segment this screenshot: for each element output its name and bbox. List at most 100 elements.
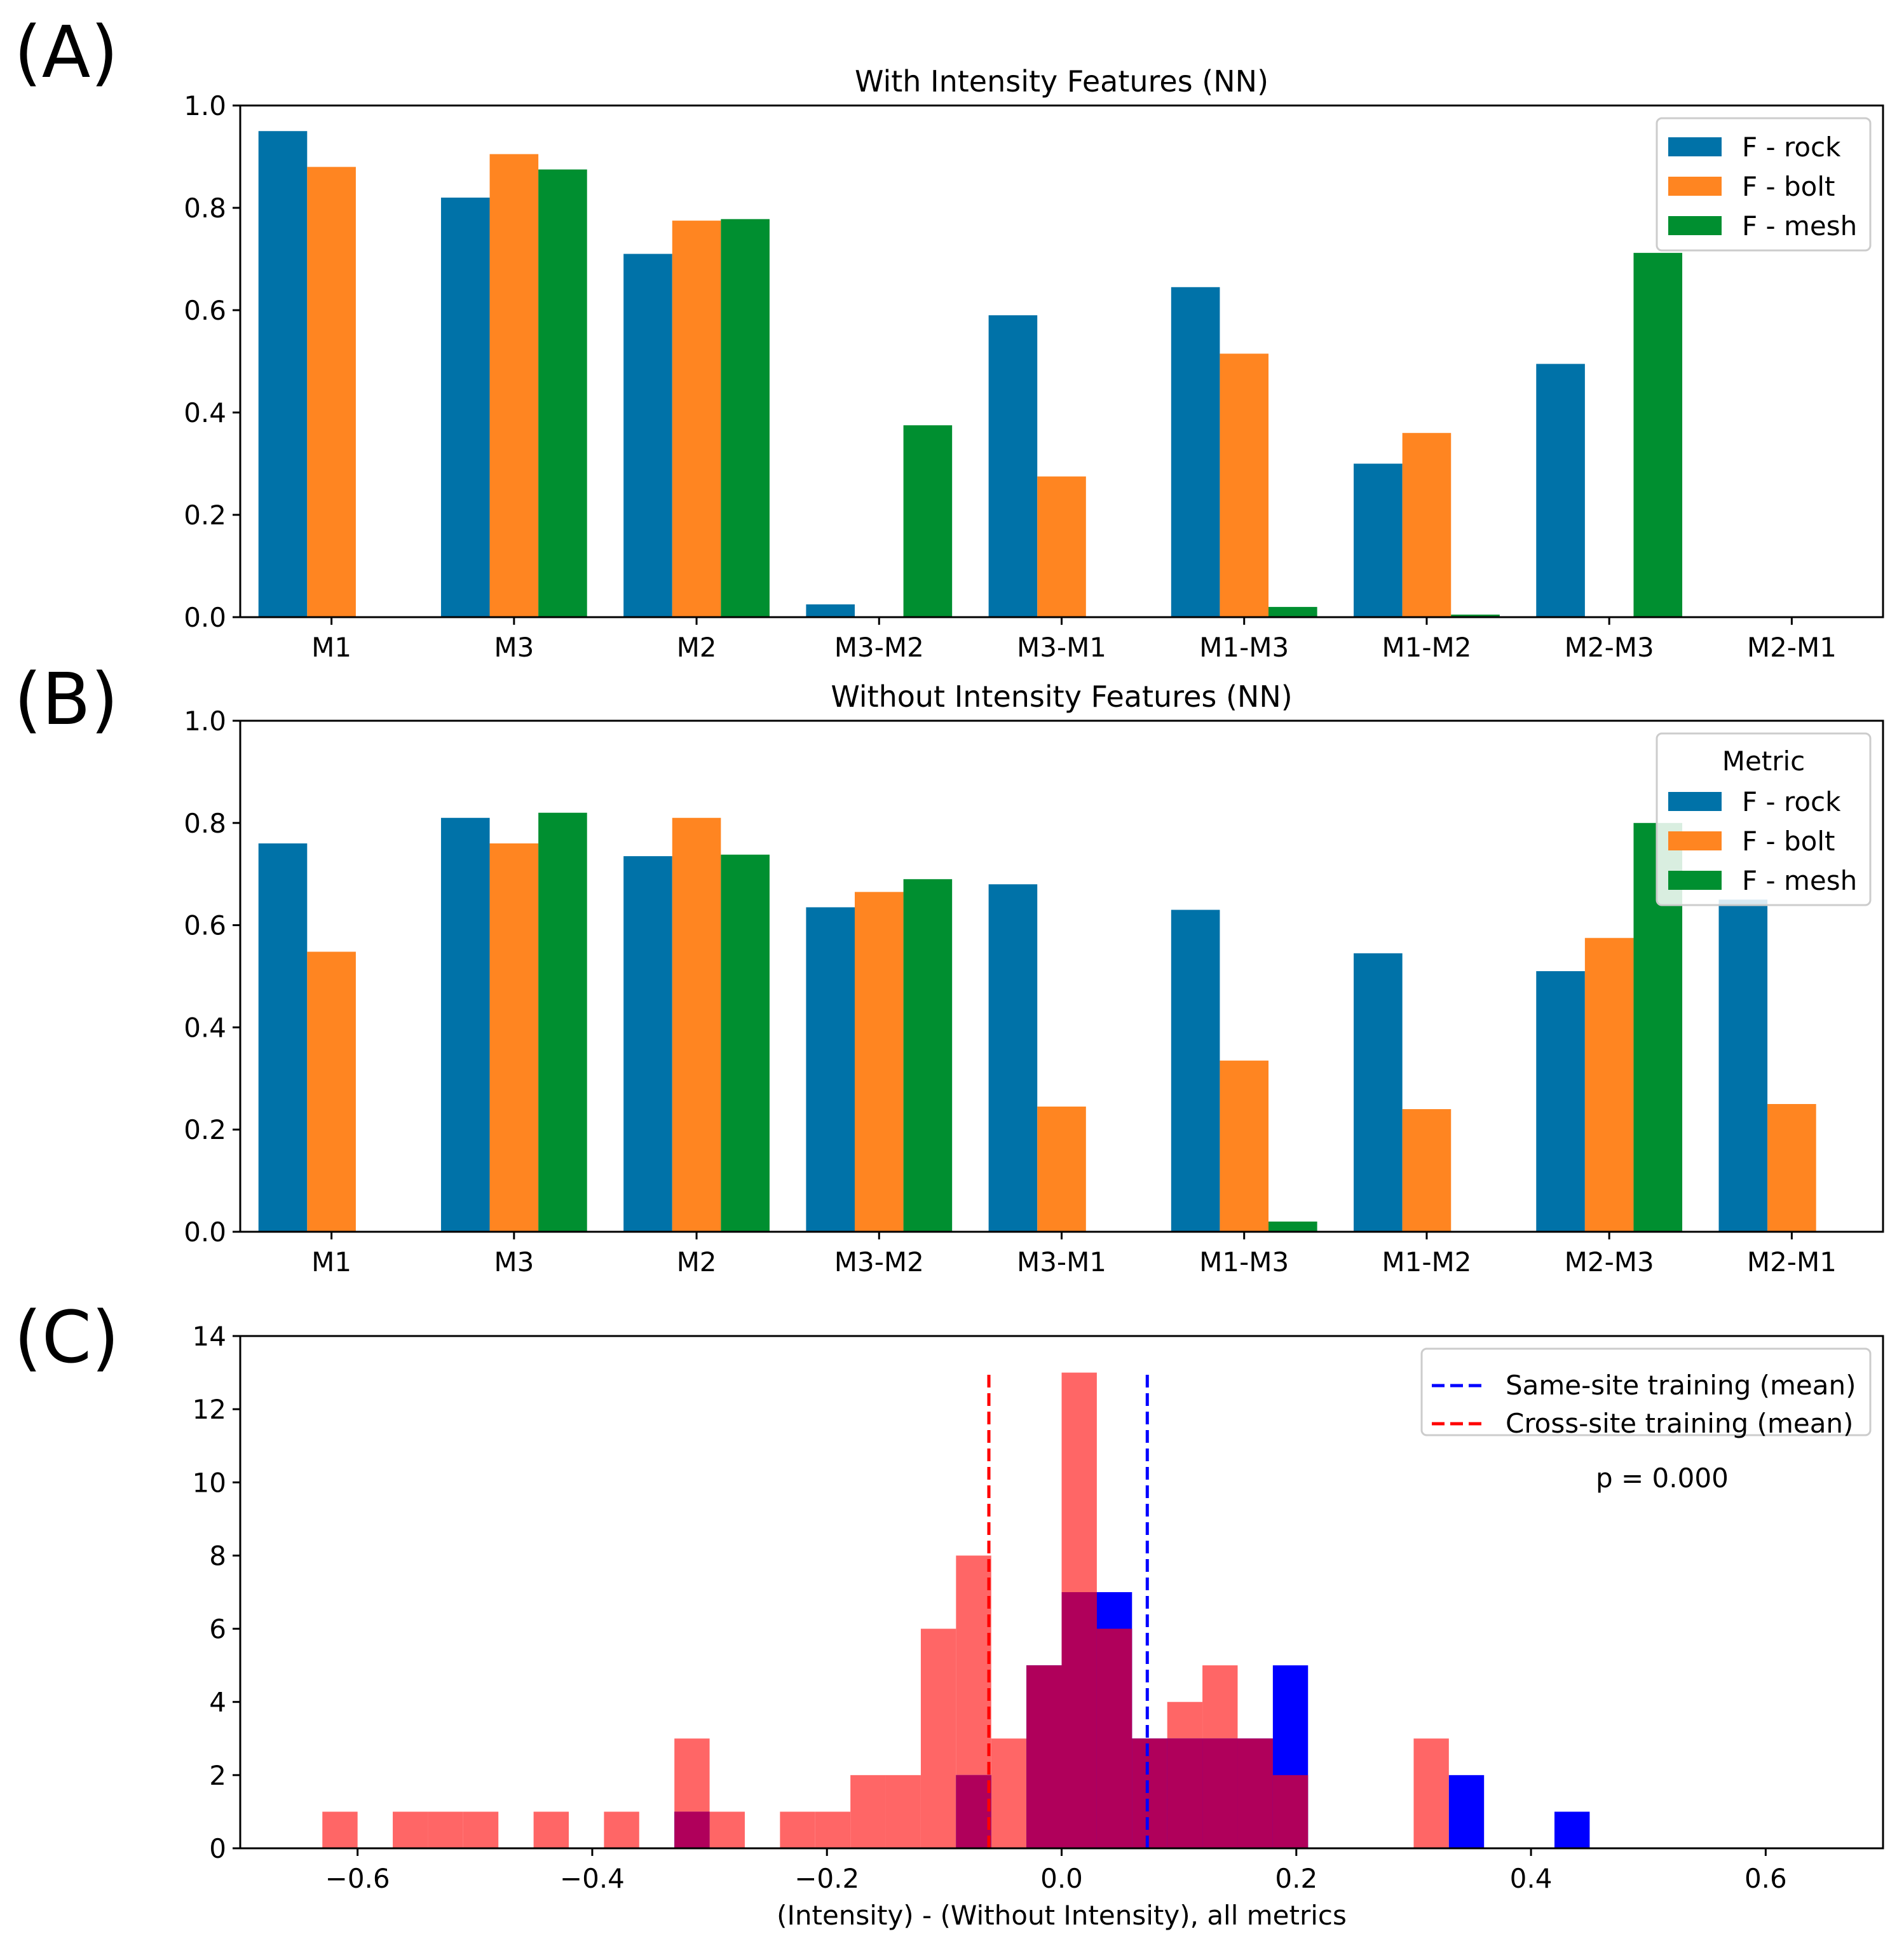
bar-frock-m2: [623, 254, 672, 617]
bar-fbolt-m1-m3: [1220, 353, 1269, 617]
legend-label: F - mesh: [1742, 865, 1857, 896]
panel-label-a: (A): [14, 11, 119, 94]
bar-fbolt-m2: [672, 221, 721, 617]
bar-fbolt-m1-m2: [1402, 1109, 1452, 1232]
bar-fbolt-m3-m2: [854, 892, 904, 1232]
y-tick-label: 0.6: [184, 295, 226, 326]
y-tick-label: 0.4: [184, 397, 226, 428]
y-tick-label: 0.0: [184, 602, 226, 633]
legend-swatch: [1668, 831, 1722, 850]
y-tick-label: 0.2: [184, 500, 226, 531]
hist-bar-overlap: [1202, 1738, 1238, 1848]
bar-frock-m3-m2: [806, 907, 855, 1232]
bar-frock-m1-m2: [1354, 463, 1403, 617]
legend: F - rock F - bolt F - mesh: [1656, 117, 1872, 252]
bar-fbolt-m1: [307, 167, 356, 618]
y-tick-label: 4: [209, 1687, 226, 1718]
bar-frock-m1-m3: [1171, 910, 1220, 1232]
bar-frock-m1-m2: [1354, 953, 1403, 1232]
legend-swatch: [1668, 871, 1722, 890]
y-tick-label: 1.0: [184, 90, 226, 121]
x-tick-label: M2: [677, 632, 717, 663]
bar-frock-m2-m1: [1718, 899, 1768, 1232]
hist-bar-cross-site: [322, 1811, 358, 1848]
x-tick-label: 0.0: [1040, 1863, 1083, 1894]
bar-frock-m1: [258, 843, 308, 1232]
x-tick-label: 0.2: [1275, 1863, 1317, 1894]
y-tick-label: 0.4: [184, 1012, 226, 1043]
hist-bar-overlap: [674, 1811, 710, 1848]
x-tick-label: −0.6: [325, 1863, 390, 1894]
legend: Metric F - rock F - bolt F - mesh: [1656, 732, 1872, 906]
y-tick-label: 0.8: [184, 193, 226, 224]
bar-frock-m1-m3: [1171, 287, 1220, 617]
hist-bar-cross-site: [463, 1811, 499, 1848]
hist-bar-overlap: [1061, 1592, 1097, 1848]
y-tick-label: 10: [193, 1467, 226, 1498]
bar-frock-m2: [623, 856, 672, 1232]
x-tick-label: M1-M2: [1382, 632, 1471, 663]
y-tick-label: 0.2: [184, 1114, 226, 1145]
legend-label: Cross-site training (mean): [1506, 1408, 1853, 1439]
panel-label-c: (C): [14, 1297, 119, 1379]
hist-bar-overlap: [956, 1775, 991, 1848]
bar-fbolt-m2: [672, 817, 721, 1232]
bar-frock-m3: [440, 197, 490, 617]
x-tick-label: M1: [311, 1246, 351, 1278]
bar-fmesh-m1-m3: [1268, 606, 1317, 617]
hist-bar-overlap: [1237, 1738, 1273, 1848]
hist-bar-cross-site: [1413, 1738, 1449, 1848]
bar-fbolt-m1-m2: [1402, 433, 1452, 617]
legend-label: F - rock: [1742, 786, 1841, 817]
hist-bar-cross-site: [815, 1811, 851, 1848]
legend: Same-site training (mean) Cross-site trai…: [1420, 1347, 1872, 1439]
hist-bar-cross-site: [920, 1628, 956, 1848]
y-tick-label: 1.0: [184, 706, 226, 737]
bar-frock-m2-m3: [1536, 364, 1585, 617]
bar-fbolt-m2-m3: [1584, 937, 1634, 1232]
legend-label: F - mesh: [1742, 210, 1857, 242]
hist-bar-same-site: [1448, 1775, 1485, 1848]
bar-fmesh-m3-m2: [903, 879, 953, 1232]
bar-frock-m3-m2: [806, 604, 855, 617]
bar-fbolt-m1-m3: [1220, 1060, 1269, 1232]
x-tick-label: M2: [677, 1246, 717, 1278]
bar-fmesh-m3: [538, 169, 587, 617]
bar-fmesh-m2: [721, 854, 770, 1232]
panel-c-histogram: 0 2 4 6 8 10 12 14 −0.6 −0.4 −0.2 0.0 0.2 0.4 0.6 (Inte…: [193, 1321, 1884, 1931]
bar-fbolt-m3-m1: [1037, 476, 1086, 617]
bar-frock-m3-m1: [988, 315, 1038, 617]
bar-frock-m3: [440, 817, 490, 1232]
hist-bar-cross-site: [604, 1811, 639, 1848]
y-tick-label: 6: [209, 1614, 226, 1645]
x-tick-label: M1-M3: [1199, 1246, 1289, 1278]
x-tick-label: M3-M2: [834, 632, 924, 663]
x-tick-label: M3-M1: [1017, 1246, 1106, 1278]
bar-fbolt-m1: [307, 951, 356, 1232]
x-tick-label: M2-M3: [1565, 632, 1654, 663]
p-value-annotation: p = 0.000: [1596, 1462, 1729, 1494]
hist-bar-cross-site: [850, 1775, 886, 1848]
hist-bar-cross-site: [780, 1811, 815, 1848]
hist-bar-cross-site: [393, 1811, 428, 1848]
legend-label: Same-site training (mean): [1506, 1370, 1856, 1401]
legend-label: F - bolt: [1742, 171, 1835, 202]
hist-bar-cross-site: [428, 1811, 463, 1848]
legend-label: F - rock: [1742, 132, 1841, 163]
panel-label-b: (B): [14, 658, 119, 741]
y-tick-label: 12: [193, 1394, 226, 1425]
y-tick-label: 0.8: [184, 808, 226, 839]
x-tick-label: M3-M2: [834, 1246, 924, 1278]
y-tick-label: 2: [209, 1760, 226, 1791]
x-tick-label: M3: [494, 632, 534, 663]
hist-bar-overlap: [1026, 1665, 1062, 1848]
x-tick-label: 0.6: [1744, 1863, 1787, 1894]
hist-bar-cross-site: [709, 1811, 745, 1848]
bar-fmesh-m3: [538, 812, 587, 1232]
hist-bar-overlap: [1272, 1775, 1309, 1848]
panel-a-chart: With Intensity Features (NN) 0.0 0.2 0.4 0.6…: [184, 64, 1884, 663]
y-tick-label: 0.0: [184, 1217, 226, 1248]
bar-fmesh-m2: [721, 219, 770, 618]
legend-title: Metric: [1722, 746, 1805, 777]
